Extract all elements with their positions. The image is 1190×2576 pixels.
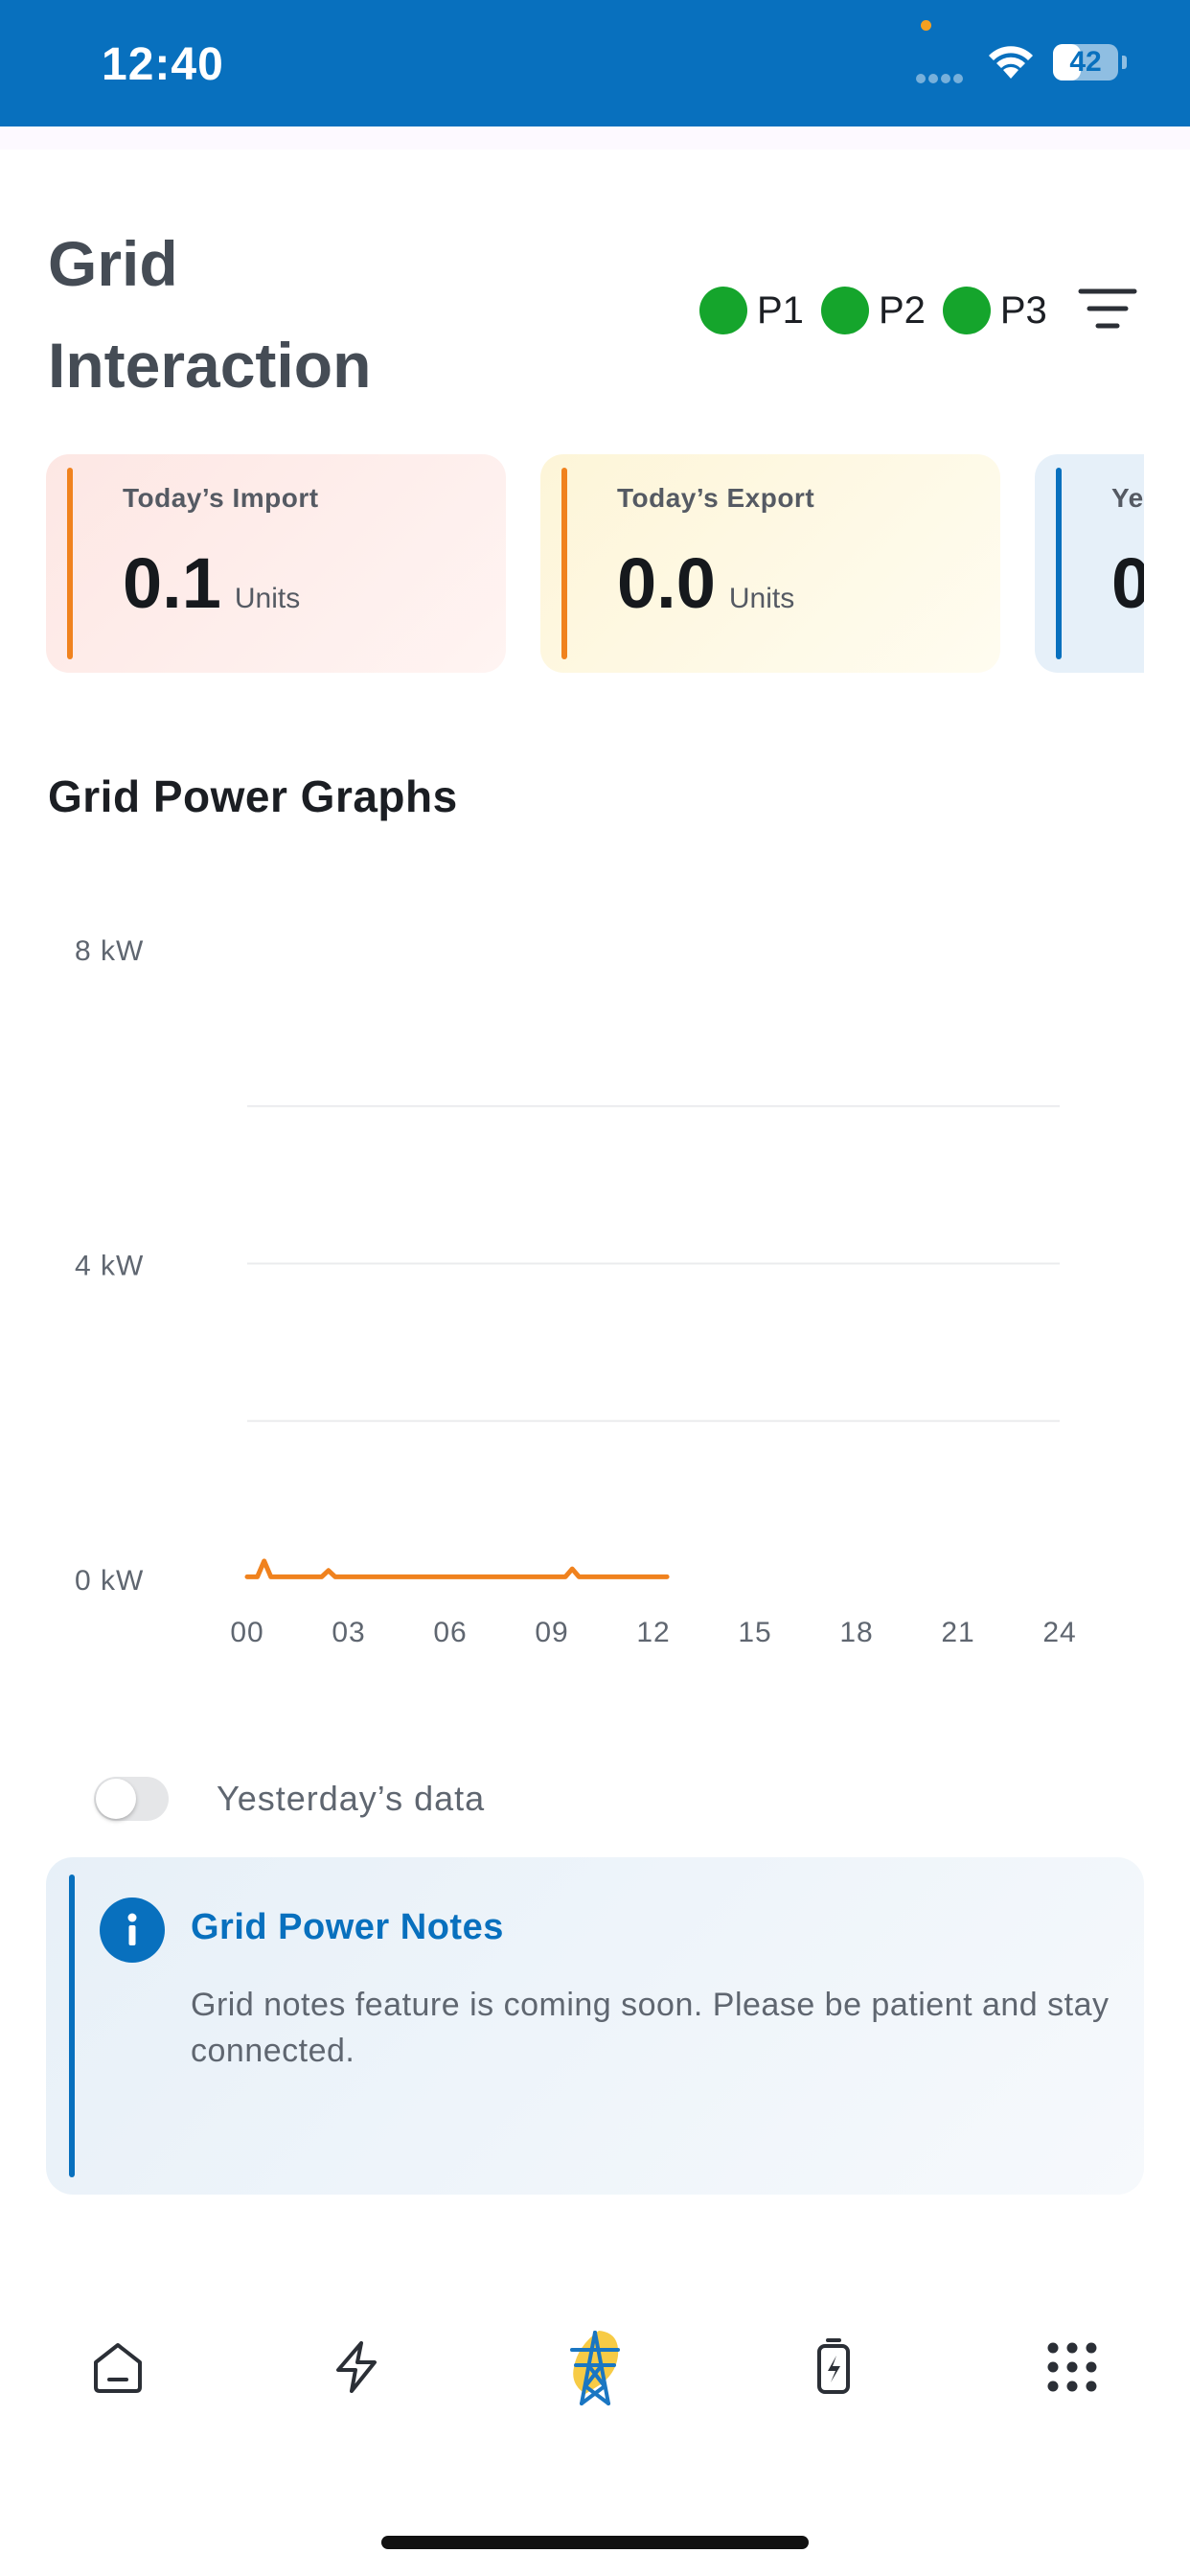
card-accent-bar [561, 468, 567, 659]
yesterday-data-toggle[interactable] [94, 1777, 169, 1821]
card-label: Ye [1111, 483, 1144, 513]
x-tick-label: 21 [941, 1617, 974, 1648]
card-accent-bar [67, 468, 73, 659]
wifi-icon [989, 46, 1033, 79]
phase-status-dot [699, 287, 747, 334]
home-indicator[interactable] [381, 2536, 809, 2549]
series-line [244, 1558, 670, 1579]
x-tick-label: 18 [839, 1617, 873, 1648]
status-bar: 12:40 42 [0, 0, 1190, 126]
card-value-row: 0 [1111, 542, 1144, 624]
phase-label: P1 [757, 288, 804, 332]
phase-p1: P1 [699, 287, 804, 334]
home-icon [94, 2343, 142, 2393]
page-title: Grid Interaction [48, 228, 372, 401]
x-tick-label: 03 [332, 1617, 365, 1648]
header-divider [0, 126, 1190, 150]
card-value: 0 [1111, 543, 1144, 623]
card-unit: Units [234, 583, 301, 614]
yesterday-card[interactable]: Ye 0 [1035, 454, 1144, 673]
card-unit: Units [728, 583, 795, 614]
transmission-tower-icon [570, 2331, 620, 2405]
phase-p2: P2 [820, 287, 926, 334]
phase-label: P3 [999, 288, 1047, 332]
toggle-label: Yesterday’s data [217, 1779, 486, 1818]
card-accent-bar [1056, 468, 1062, 659]
grid-power-notes-card: Grid Power Notes Grid notes feature is c… [46, 1857, 1144, 2195]
nav-power[interactable] [309, 2319, 404, 2415]
nav-battery[interactable] [786, 2319, 881, 2415]
x-tick-label: 00 [230, 1617, 263, 1648]
x-tick-label: 12 [636, 1617, 670, 1648]
x-tick-label: 15 [738, 1617, 771, 1648]
privacy-indicator-dot [921, 20, 931, 31]
notes-accent-bar [69, 1874, 75, 2177]
x-tick-label: 24 [1042, 1617, 1076, 1648]
grid-power-chart[interactable]: 8 kW 4 kW 0 kW 00 03 06 09 12 15 18 21 24 [0, 901, 1190, 1648]
toggle-knob [96, 1779, 136, 1819]
card-value: 0.1 [123, 543, 221, 623]
nav-home[interactable] [70, 2319, 166, 2415]
cellular-signal-icon [916, 71, 966, 88]
todays-export-card[interactable]: Today’s Export 0.0 Units [540, 454, 1000, 673]
y-tick-label: 0 kW [75, 1565, 144, 1597]
lightning-icon [336, 2341, 377, 2393]
y-tick-label: 8 kW [75, 935, 144, 967]
bottom-navigation [0, 2319, 1190, 2415]
todays-import-card[interactable]: Today’s Import 0.1 Units [46, 454, 506, 673]
status-time: 12:40 [102, 39, 224, 90]
card-value-row: 0.0 Units [617, 542, 794, 624]
battery-charging-icon [817, 2338, 850, 2394]
x-tick-label: 06 [433, 1617, 467, 1648]
card-label: Today’s Export [617, 483, 815, 513]
card-value-row: 0.1 Units [123, 542, 300, 624]
card-label: Today’s Import [123, 483, 319, 513]
phase-p3: P3 [942, 287, 1047, 334]
nav-grid[interactable] [547, 2319, 643, 2415]
battery-icon: 42 [1053, 44, 1118, 80]
nav-more[interactable] [1024, 2319, 1120, 2415]
y-tick-label: 4 kW [75, 1251, 144, 1282]
phase-status-dot [820, 287, 869, 334]
phase-indicators: P1 P2 P3 [699, 284, 1064, 337]
grid-menu-icon [1047, 2342, 1097, 2392]
battery-tip [1122, 56, 1127, 69]
graph-section-title: Grid Power Graphs [48, 771, 458, 821]
phase-status-dot [942, 287, 991, 334]
card-value: 0.0 [617, 543, 716, 623]
info-icon [100, 1898, 165, 1963]
filter-icon[interactable] [1077, 286, 1138, 334]
battery-level: 42 [1069, 46, 1102, 78]
x-tick-label: 09 [535, 1617, 568, 1648]
stat-cards-carousel[interactable]: Today’s Import 0.1 Units Today’s Export 0… [46, 454, 1144, 673]
notes-body: Grid notes feature is coming soon. Pleas… [191, 1987, 1110, 2069]
phase-label: P2 [878, 288, 926, 332]
notes-title: Grid Power Notes [191, 1907, 504, 1947]
